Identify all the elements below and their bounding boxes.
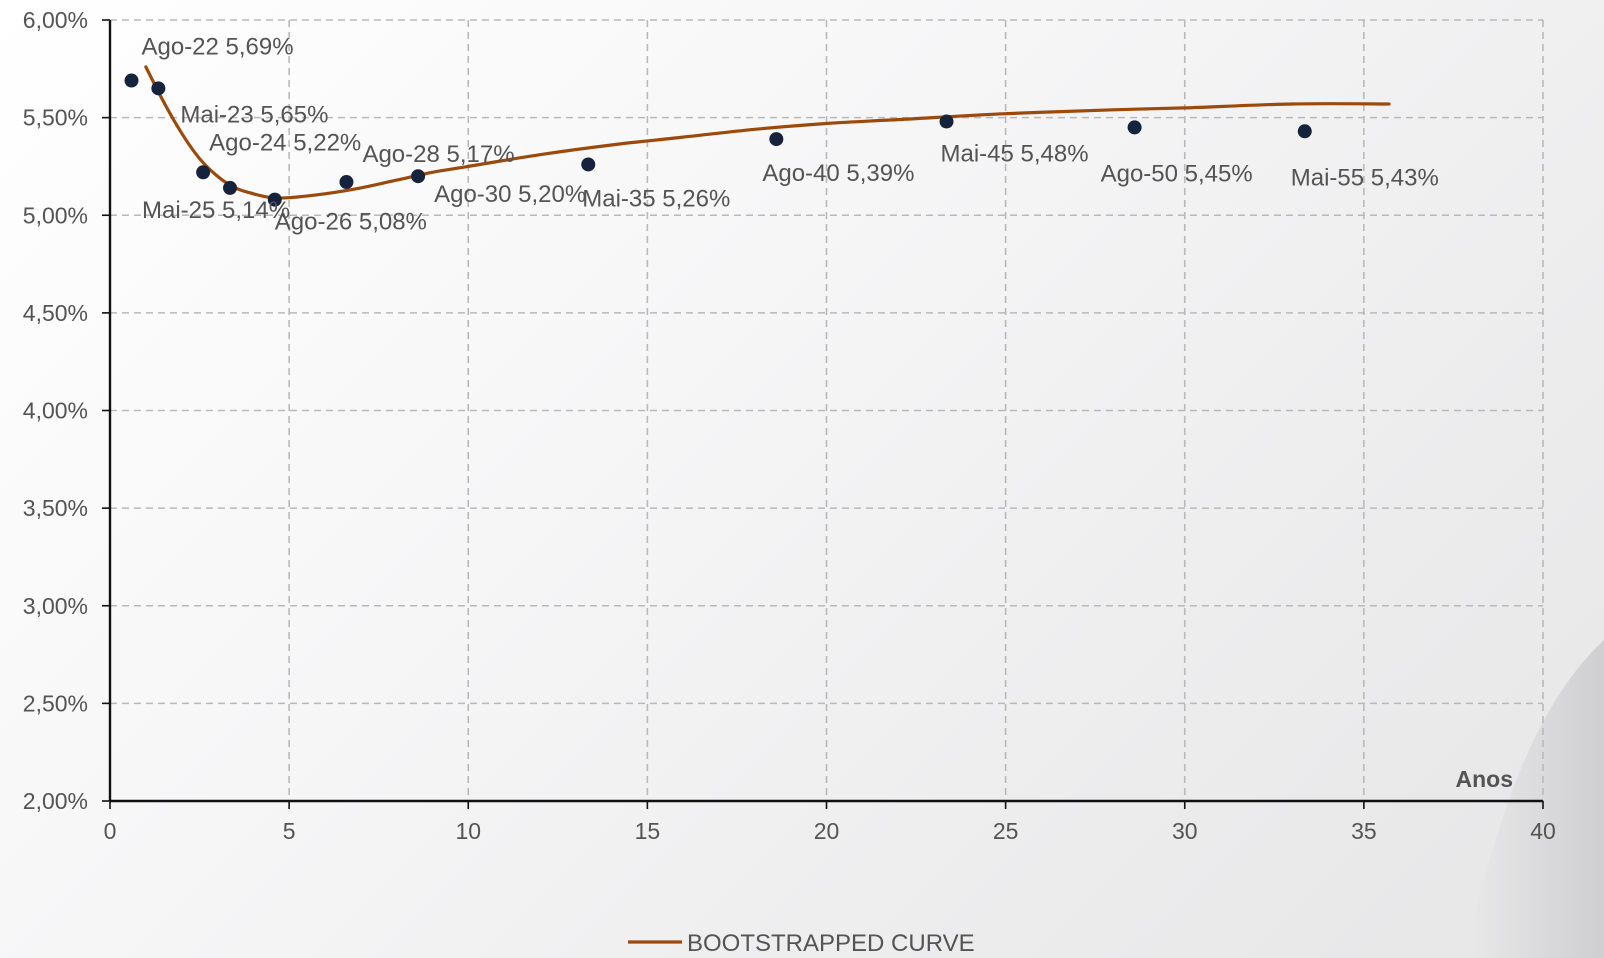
- data-point: [124, 73, 139, 88]
- y-tick-label: 3,00%: [23, 593, 88, 619]
- x-tick-label: 35: [1351, 818, 1377, 844]
- x-axis-title: Anos: [1456, 766, 1514, 792]
- corner-decoration: [1465, 640, 1604, 958]
- x-tick-label: 40: [1530, 818, 1556, 844]
- data-point: [1127, 120, 1142, 135]
- data-label: Mai-35 5,26%: [582, 185, 730, 212]
- x-tick-label: 5: [283, 818, 296, 844]
- x-tick-label: 20: [814, 818, 840, 844]
- tick-labels: 2,00% 2,50% 3,00% 3,50% 4,00% 4,50% 5,00% 5,50%…: [23, 7, 1556, 844]
- data-label: Ago-22 5,69%: [141, 34, 293, 61]
- gridlines: [110, 19, 1544, 801]
- data-label: Ago-40 5,39%: [762, 160, 914, 187]
- data-label: Ago-24 5,22%: [209, 129, 361, 156]
- legend-label-bootstrapped-curve: BOOTSTRAPPED CURVE: [687, 930, 975, 957]
- data-point: [267, 192, 282, 207]
- data-label: Ago-50 5,45%: [1101, 160, 1253, 187]
- y-tick-label: 4,50%: [23, 300, 88, 326]
- data-label: Ago-26 5,08%: [275, 209, 427, 236]
- data-point: [1297, 124, 1312, 139]
- data-label: Mai-55 5,43%: [1291, 164, 1439, 191]
- x-tick-label: 25: [993, 818, 1019, 844]
- y-tick-label: 2,00%: [23, 788, 88, 814]
- x-tick-label: 0: [104, 818, 117, 844]
- y-tick-label: 5,50%: [23, 105, 88, 131]
- bootstrapped-curve-line: [144, 65, 1391, 200]
- data-label: Mai-23 5,65%: [180, 101, 328, 128]
- data-label: Ago-28 5,17%: [362, 141, 514, 168]
- y-tick-label: 5,00%: [23, 202, 88, 228]
- y-tick-label: 4,00%: [23, 398, 88, 424]
- data-points: [124, 73, 1312, 207]
- y-tick-label: 2,50%: [23, 690, 88, 716]
- data-label: Ago-30 5,20%: [434, 181, 586, 208]
- data-point: [196, 165, 211, 180]
- x-tick-label: 10: [455, 818, 481, 844]
- data-point: [939, 114, 954, 129]
- data-point: [339, 175, 354, 190]
- point-labels: Ago-22 5,69% Mai-23 5,65%Ago-24 5,22% Mai-…: [141, 34, 1438, 236]
- y-tick-label: 3,50%: [23, 495, 88, 521]
- data-point: [581, 157, 596, 172]
- data-label: Mai-45 5,48%: [941, 141, 1089, 168]
- data-point: [223, 180, 238, 195]
- x-tick-label: 30: [1172, 818, 1198, 844]
- data-point: [769, 132, 784, 147]
- data-point: [151, 81, 166, 96]
- legend: BOOTSTRAPPED CURVE: [628, 930, 975, 957]
- x-tick-label: 15: [635, 818, 661, 844]
- data-label: Mai-25 5,14%: [142, 197, 290, 224]
- y-tick-label: 6,00%: [23, 7, 88, 33]
- axes: [102, 19, 1544, 809]
- data-point: [411, 169, 426, 184]
